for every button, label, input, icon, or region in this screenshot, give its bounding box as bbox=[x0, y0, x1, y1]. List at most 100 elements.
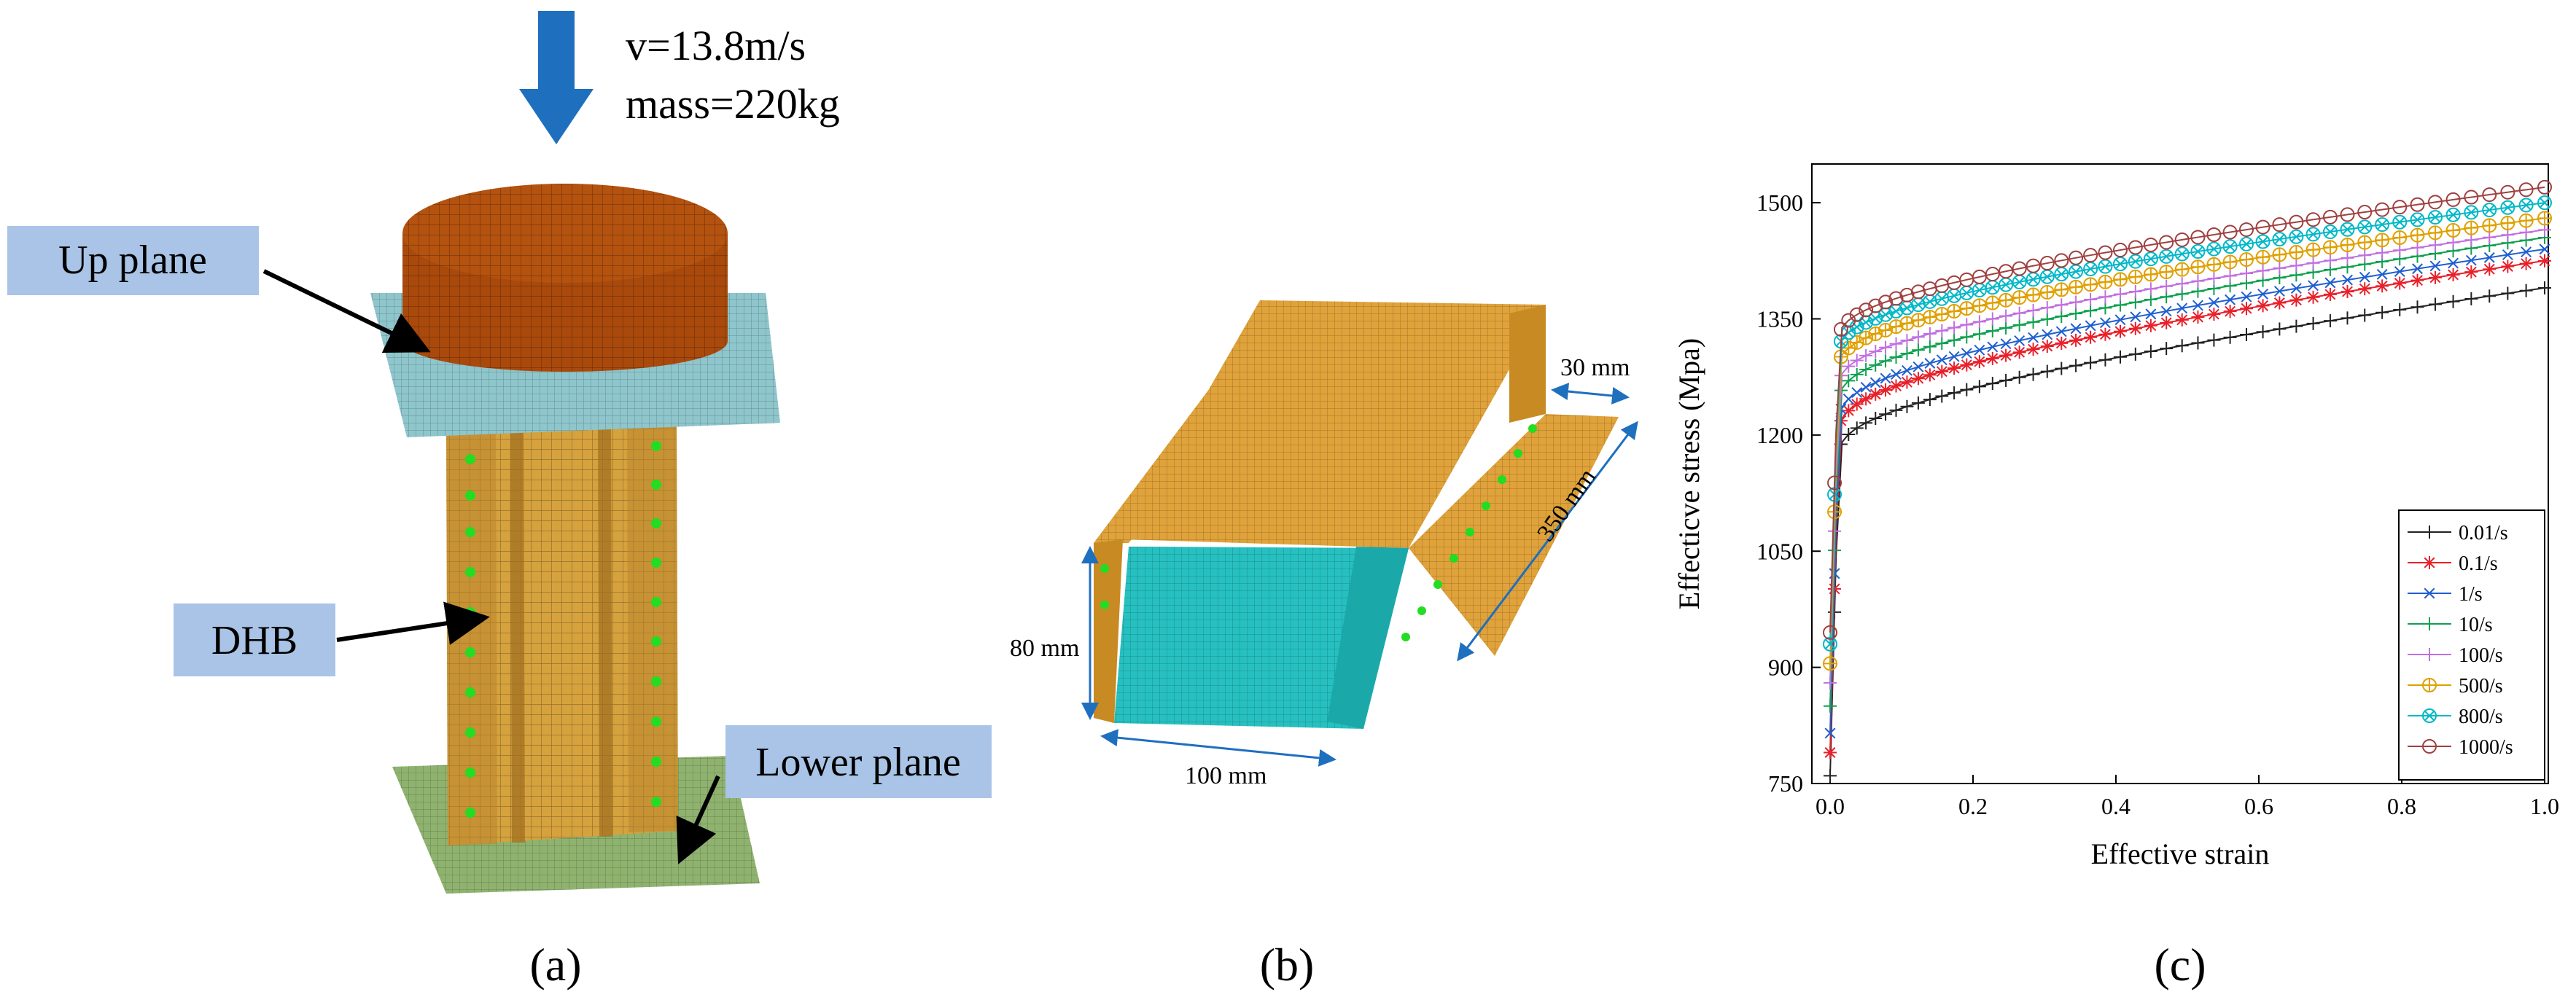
data-point-marker bbox=[1974, 284, 1985, 296]
x-tick-label: 0.2 bbox=[1958, 793, 1988, 819]
data-point-marker bbox=[2412, 275, 2423, 286]
data-point-marker bbox=[2257, 300, 2269, 311]
series-line bbox=[1829, 287, 2545, 776]
data-point-marker bbox=[2289, 245, 2304, 260]
data-point-marker bbox=[2521, 199, 2532, 211]
data-point-marker bbox=[2376, 268, 2388, 280]
data-point-marker bbox=[2069, 279, 2084, 294]
data-point-marker bbox=[2359, 221, 2370, 233]
data-point-marker bbox=[1974, 356, 1985, 367]
data-point-marker bbox=[2174, 232, 2190, 247]
data-point-marker bbox=[2042, 340, 2053, 352]
data-point-marker bbox=[2375, 217, 2390, 233]
x-tick-label: 0.8 bbox=[2387, 793, 2416, 819]
data-point-marker bbox=[2342, 274, 2353, 286]
data-point-marker bbox=[2055, 337, 2067, 349]
data-point-marker bbox=[2412, 214, 2423, 225]
data-point-marker bbox=[2039, 256, 2055, 271]
data-point-marker bbox=[1987, 341, 1999, 353]
x-axis-label: Effective strain bbox=[2091, 837, 2270, 870]
lower-plane-label: Lower plane bbox=[755, 740, 960, 785]
data-point-marker bbox=[2305, 212, 2321, 227]
data-point-marker bbox=[1912, 361, 1924, 372]
data-point-marker bbox=[1891, 369, 1902, 380]
series-line bbox=[1829, 186, 2545, 633]
data-point-marker bbox=[1948, 290, 1960, 302]
data-point-marker bbox=[2340, 237, 2355, 252]
data-point-marker bbox=[2521, 258, 2532, 270]
data-point-marker bbox=[2410, 227, 2425, 243]
data-point-marker bbox=[2410, 212, 2425, 227]
velocity-label: v=13.8m/s bbox=[626, 22, 806, 69]
data-point-marker bbox=[1869, 388, 1881, 400]
data-point-marker bbox=[2500, 184, 2515, 200]
data-point-marker bbox=[2206, 241, 2222, 257]
x-tick-label: 0.0 bbox=[1816, 793, 1845, 819]
data-point-marker bbox=[1823, 636, 1837, 652]
data-point-marker bbox=[2342, 224, 2353, 235]
data-point-marker bbox=[2128, 240, 2143, 255]
data-point-marker bbox=[2143, 251, 2158, 267]
data-point-marker bbox=[2518, 213, 2534, 228]
data-point-marker bbox=[2422, 708, 2437, 723]
data-point-marker bbox=[2257, 288, 2269, 300]
data-point-marker bbox=[1878, 294, 1894, 310]
legend-entry: 0.1/s bbox=[2459, 552, 2498, 575]
data-point-marker bbox=[2206, 227, 2222, 242]
data-point-marker bbox=[2502, 202, 2513, 214]
data-point-marker bbox=[2113, 272, 2128, 287]
data-point-marker bbox=[1948, 362, 1960, 374]
data-point-marker bbox=[2272, 217, 2287, 233]
data-point-marker bbox=[1891, 380, 1902, 391]
data-point-marker bbox=[2014, 346, 2026, 358]
series-group bbox=[1823, 179, 2552, 783]
data-point-marker bbox=[2176, 302, 2188, 314]
data-point-marker bbox=[2483, 204, 2495, 216]
data-point-marker bbox=[2376, 219, 2388, 230]
data-point-marker bbox=[1824, 747, 1836, 758]
series-line bbox=[1829, 259, 2545, 753]
series-0-1-s bbox=[1824, 254, 2551, 759]
data-point-marker bbox=[1849, 335, 1864, 350]
data-point-marker bbox=[2225, 294, 2236, 305]
series-1000-s bbox=[1823, 179, 2552, 640]
data-point-marker bbox=[1869, 377, 1881, 388]
up-plane-callout: Up plane bbox=[7, 226, 431, 353]
data-point-marker bbox=[2039, 284, 2055, 300]
data-point-marker bbox=[2054, 282, 2069, 297]
data-point-marker bbox=[2159, 265, 2174, 280]
data-point-marker bbox=[2518, 182, 2534, 198]
series-line bbox=[1829, 217, 2545, 664]
data-point-marker bbox=[2192, 311, 2203, 323]
data-point-marker bbox=[2241, 238, 2252, 250]
data-point-marker bbox=[2465, 266, 2477, 278]
legend-entry: 1000/s bbox=[2459, 736, 2513, 759]
data-point-marker bbox=[2289, 229, 2304, 244]
series-0-01-s bbox=[1824, 281, 2551, 783]
data-point-marker bbox=[1868, 298, 1883, 313]
data-point-marker bbox=[2069, 250, 2084, 265]
data-point-marker bbox=[1824, 727, 1836, 739]
data-point-marker bbox=[2114, 326, 2126, 337]
data-point-marker bbox=[2539, 197, 2550, 208]
data-point-marker bbox=[2113, 257, 2128, 272]
y-tick-label: 1500 bbox=[1756, 190, 1803, 216]
data-point-marker bbox=[1824, 638, 1836, 650]
data-point-marker bbox=[1878, 322, 1894, 337]
mass-label: mass=220kg bbox=[626, 80, 840, 128]
data-point-marker bbox=[1880, 384, 1891, 396]
channel-section bbox=[1094, 300, 1619, 729]
data-point-marker bbox=[2392, 230, 2408, 245]
data-point-marker bbox=[1999, 264, 2014, 279]
data-point-marker bbox=[2190, 230, 2206, 245]
data-point-marker bbox=[2098, 274, 2113, 289]
axis-ticks: 0.0 0.2 0.4 0.6 0.8 1.0 750 900 1050 1200 1350 1500 bbox=[1756, 190, 2559, 819]
data-point-marker bbox=[2322, 224, 2338, 240]
data-point-marker bbox=[1860, 381, 1872, 393]
data-point-marker bbox=[1851, 399, 1863, 410]
data-point-marker bbox=[2208, 297, 2219, 308]
data-point-marker bbox=[2174, 246, 2190, 262]
data-point-marker bbox=[2445, 223, 2461, 238]
panel-a: v=13.8m/s mass=220kg bbox=[7, 11, 992, 991]
data-point-marker bbox=[1880, 372, 1891, 384]
